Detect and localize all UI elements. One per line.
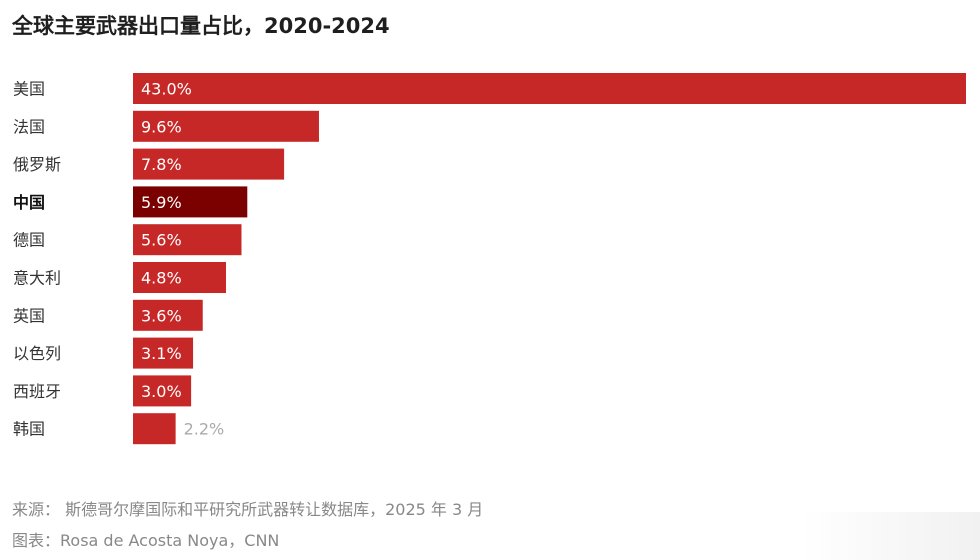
value-label: 9.6% xyxy=(141,117,182,136)
chart-title: 全球主要武器出口量占比，2020-2024 xyxy=(12,14,390,38)
chart-credit: 图表：Rosa de Acosta Noya，CNN xyxy=(12,531,280,550)
value-label: 3.0% xyxy=(141,382,182,401)
bar xyxy=(133,299,203,331)
value-label: 5.6% xyxy=(141,231,182,250)
category-label: 法国 xyxy=(13,117,45,136)
bar xyxy=(133,224,242,256)
bar xyxy=(133,148,285,180)
value-label: 5.9% xyxy=(141,193,182,212)
source-note: 来源： 斯德哥尔摩国际和平研究所武器转让数据库，2025 年 3 月 xyxy=(12,500,484,519)
bar xyxy=(133,413,176,445)
category-label: 英国 xyxy=(13,306,45,325)
category-label: 中国 xyxy=(13,193,45,212)
category-label: 美国 xyxy=(13,80,45,99)
value-label: 2.2% xyxy=(184,420,225,439)
value-label: 3.1% xyxy=(141,344,182,363)
category-label: 俄罗斯 xyxy=(13,155,61,174)
category-label: 意大利 xyxy=(13,269,61,288)
category-label: 西班牙 xyxy=(13,382,61,401)
category-label: 德国 xyxy=(13,231,45,250)
bar-chart: 美国 43.0% 法国 9.6% 俄罗斯 7.8% 中国 5.9% 德国 5.6% 意大利 4.8% 英… xyxy=(13,73,966,445)
bar xyxy=(133,337,194,369)
category-label: 韩国 xyxy=(13,420,45,439)
category-label: 以色列 xyxy=(13,344,61,363)
bar xyxy=(133,73,966,104)
bar xyxy=(133,186,248,218)
bar xyxy=(133,110,319,142)
watermark xyxy=(800,512,980,560)
bar xyxy=(133,262,226,293)
value-label: 4.8% xyxy=(141,269,182,288)
value-label: 43.0% xyxy=(141,80,192,99)
value-label: 7.8% xyxy=(141,155,182,174)
value-label: 3.6% xyxy=(141,306,182,325)
bar xyxy=(133,375,192,407)
